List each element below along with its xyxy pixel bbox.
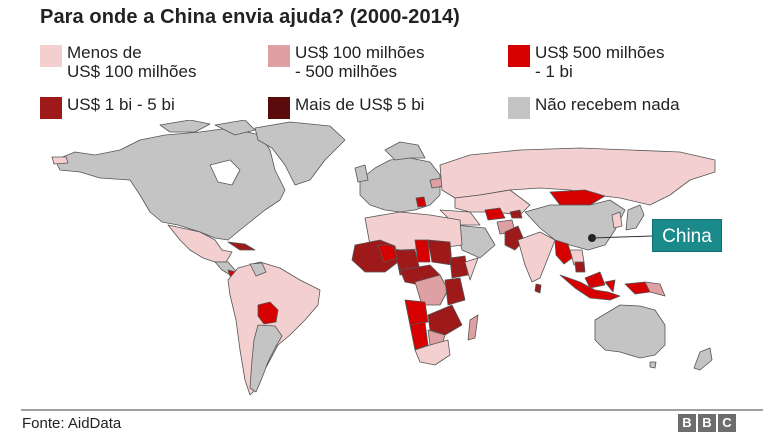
region-turkmenistan xyxy=(484,207,506,221)
legend-item-more-5b: Mais de US$ 5 bi xyxy=(268,95,424,119)
legend-label: US$ 500 milhões - 1 bi xyxy=(535,43,665,81)
legend-swatch xyxy=(268,45,290,67)
region-australia xyxy=(594,304,666,359)
legend-swatch xyxy=(40,97,62,119)
region-myanmar xyxy=(554,239,573,265)
legend-label: US$ 100 milhões - 500 milhões xyxy=(295,43,425,81)
region-mongolia xyxy=(549,189,606,206)
legend-swatch xyxy=(508,45,530,67)
region-sudan xyxy=(427,239,453,266)
region-saudi-arabia xyxy=(454,224,496,259)
legend-swatch xyxy=(508,97,530,119)
region-madagascar xyxy=(467,314,479,341)
legend-item-1b-5b: US$ 1 bi - 5 bi xyxy=(40,95,175,119)
bbc-logo-letter: B xyxy=(678,414,696,432)
region-cuba xyxy=(227,241,256,251)
legend-label: Mais de US$ 5 bi xyxy=(295,95,425,114)
region-bolivia xyxy=(257,301,279,325)
legend-item-less-100m: Menos de US$ 100 milhões xyxy=(40,43,196,81)
china-leader-line xyxy=(591,235,653,239)
region-chad xyxy=(414,239,431,263)
region-greenland xyxy=(254,121,346,186)
legend-item-500m-1b: US$ 500 milhões - 1 bi xyxy=(508,43,664,81)
legend-label: Não recebem nada xyxy=(535,95,680,114)
region-europe xyxy=(359,157,441,213)
region-angola xyxy=(404,299,429,326)
region-ethiopia xyxy=(449,255,469,279)
region-cambodia xyxy=(574,261,586,273)
china-callout-label: China xyxy=(652,219,722,252)
region-india xyxy=(517,231,556,283)
bbc-logo: B B C xyxy=(678,414,736,432)
region-north-america xyxy=(54,127,286,241)
bbc-logo-letter: C xyxy=(718,414,736,432)
region-serbia xyxy=(415,196,427,208)
legend-label: US$ 1 bi - 5 bi xyxy=(67,95,175,114)
region-japan xyxy=(625,204,645,231)
region-south-africa xyxy=(414,339,451,366)
chart-title: Para onde a China envia ajuda? (2000-201… xyxy=(40,6,460,28)
legend-swatch xyxy=(40,45,62,67)
world-map xyxy=(51,120,716,396)
bbc-logo-letter: B xyxy=(698,414,716,432)
region-papua-new-guinea xyxy=(644,281,666,297)
source-text: Fonte: AidData xyxy=(22,415,122,432)
legend-label: Menos de US$ 100 milhões xyxy=(67,43,197,81)
footer-divider xyxy=(21,409,763,411)
region-dr-congo xyxy=(414,274,449,306)
region-argentina xyxy=(249,324,283,393)
region-uk xyxy=(354,164,369,183)
region-namibia xyxy=(409,321,429,351)
legend-item-none: Não recebem nada xyxy=(508,95,680,119)
legend-item-100m-500m: US$ 100 milhões - 500 milhões xyxy=(268,43,424,81)
region-zimbabwe xyxy=(427,304,463,336)
region-kyrgyzstan xyxy=(509,209,523,219)
region-new-zealand xyxy=(693,347,713,371)
legend-swatch xyxy=(268,97,290,119)
